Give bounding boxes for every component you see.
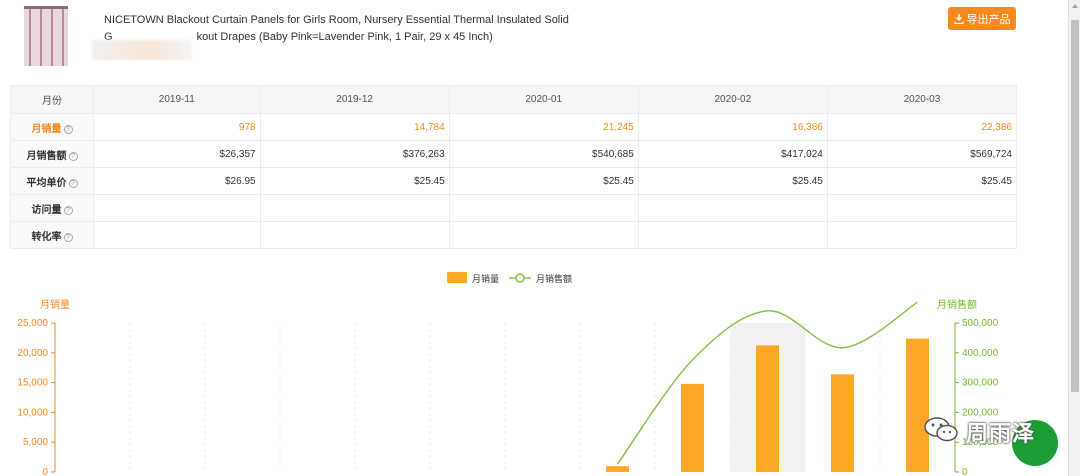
watermark-text: 周雨泽 — [966, 421, 1036, 446]
table-cell — [448, 194, 639, 222]
right-axis-tick-label: 200,000 — [962, 407, 999, 418]
table-cell: $25.45 — [448, 167, 639, 195]
table-cell — [93, 221, 261, 249]
left-axis-tick-label: 5,000 — [23, 437, 48, 448]
help-icon[interactable]: ? — [68, 178, 78, 188]
row-label: 转化率? — [10, 221, 94, 249]
table-cell: $25.45 — [637, 167, 828, 195]
legend-swatch-marker — [515, 273, 525, 283]
bar-monthly-sales — [681, 383, 704, 472]
table-cell: $26,357 — [93, 140, 261, 168]
scrollbar-thumb[interactable] — [1071, 20, 1079, 392]
scroll-up-arrow-icon[interactable] — [1072, 4, 1078, 8]
table-cell: $569,724 — [826, 140, 1018, 168]
row-label: 平均单价? — [10, 167, 94, 195]
table-cell — [637, 194, 828, 222]
table-cell: $25.45 — [826, 167, 1018, 195]
sales-chart-svg: 25,000 20,000 15,000 10,000 5,000 0 月销量 500,000… — [17, 272, 999, 476]
download-icon — [953, 13, 964, 24]
month-header-label: 月份 — [10, 85, 94, 114]
table-cell: $25.45 — [259, 167, 450, 195]
redacted-overlay — [92, 40, 192, 60]
right-axis-tick-label: 0 — [962, 467, 968, 476]
right-axis-tick-label: 400,000 — [962, 348, 999, 359]
monthly-stats-table: 月份 2019-11 2019-12 2020-01 2020-02 2020-… — [10, 85, 1018, 249]
export-product-button[interactable]: 导出产品 — [948, 7, 1016, 30]
right-axis-tick-label: 300,000 — [962, 378, 999, 389]
table-row-avg-price: 平均单价? $26.95 $25.45 $25.45 $25.45 $25.45 — [10, 167, 1018, 195]
product-thumbnail[interactable] — [24, 6, 68, 66]
month-column-header: 2019-12 — [259, 85, 450, 114]
table-cell: 978 — [93, 113, 261, 141]
table-cell — [637, 221, 828, 249]
left-axis-title: 月销量 — [40, 298, 70, 311]
row-label: 月销量? — [10, 113, 94, 141]
vertical-scrollbar[interactable] — [1068, 0, 1080, 476]
left-axis-tick-label: 15,000 — [17, 378, 48, 389]
right-axis-tick-label: 500,000 — [962, 318, 999, 329]
left-axis-tick-label: 10,000 — [17, 407, 48, 418]
row-label: 访问量? — [10, 194, 94, 222]
table-cell: $540,685 — [448, 140, 639, 168]
help-icon[interactable]: ? — [68, 151, 78, 161]
table-row-monthly-sales: 月销量? 978 14,784 21,245 16,386 22,386 — [10, 113, 1018, 141]
table-cell — [93, 194, 261, 222]
table-cell — [259, 221, 450, 249]
table-cell — [826, 221, 1018, 249]
legend-label-sales: 月销量 — [472, 273, 499, 284]
table-row-monthly-revenue: 月销售额? $26,357 $376,263 $540,685 $417,024… — [10, 140, 1018, 168]
table-cell: $26.95 — [93, 167, 261, 195]
line-monthly-revenue — [616, 301, 918, 465]
bar-monthly-sales — [606, 466, 629, 472]
watermark-badge — [1012, 420, 1058, 466]
bar-monthly-sales — [906, 338, 929, 472]
table-cell: 14,784 — [259, 113, 450, 141]
month-column-header: 2020-02 — [637, 85, 828, 114]
table-cell — [448, 221, 639, 249]
product-title[interactable]: NICETOWN Blackout Curtain Panels for Gir… — [104, 12, 884, 46]
month-column-header: 2020-01 — [448, 85, 639, 114]
right-axis-title: 月销售额 — [937, 298, 977, 311]
bar-monthly-sales — [756, 345, 779, 472]
table-cell: $417,024 — [637, 140, 828, 168]
help-icon[interactable]: ? — [63, 124, 73, 134]
table-row-conversion: 转化率? — [10, 221, 1018, 249]
table-cell: 21,245 — [448, 113, 639, 141]
legend-label-revenue: 月销售额 — [536, 273, 572, 284]
help-icon[interactable]: ? — [63, 205, 73, 215]
month-column-header: 2020-03 — [826, 85, 1018, 114]
table-cell — [259, 194, 450, 222]
row-label: 月销售额? — [10, 140, 94, 168]
month-column-header: 2019-11 — [93, 85, 261, 114]
sales-chart: 25,000 20,000 15,000 10,000 5,000 0 月销量 500,000… — [0, 262, 1068, 476]
table-cell: 22,386 — [826, 113, 1018, 141]
left-axis-tick-label: 25,000 — [17, 318, 48, 329]
watermark: 周雨泽 — [918, 404, 1068, 466]
table-row-visits: 访问量? — [10, 194, 1018, 222]
help-icon[interactable]: ? — [63, 232, 73, 242]
bar-monthly-sales — [831, 374, 854, 472]
table-header-row: 月份 2019-11 2019-12 2020-01 2020-02 2020-… — [10, 85, 1018, 114]
table-cell — [826, 194, 1018, 222]
table-cell: 16,386 — [637, 113, 828, 141]
legend-swatch-bar — [447, 272, 467, 283]
product-title-line1: NICETOWN Blackout Curtain Panels for Gir… — [104, 14, 569, 26]
right-axis-tick-label: 100,000 — [962, 437, 999, 448]
wechat-icon — [924, 417, 958, 442]
table-cell: $376,263 — [259, 140, 450, 168]
left-axis-tick-label: 0 — [42, 467, 48, 476]
left-axis-tick-label: 20,000 — [17, 348, 48, 359]
